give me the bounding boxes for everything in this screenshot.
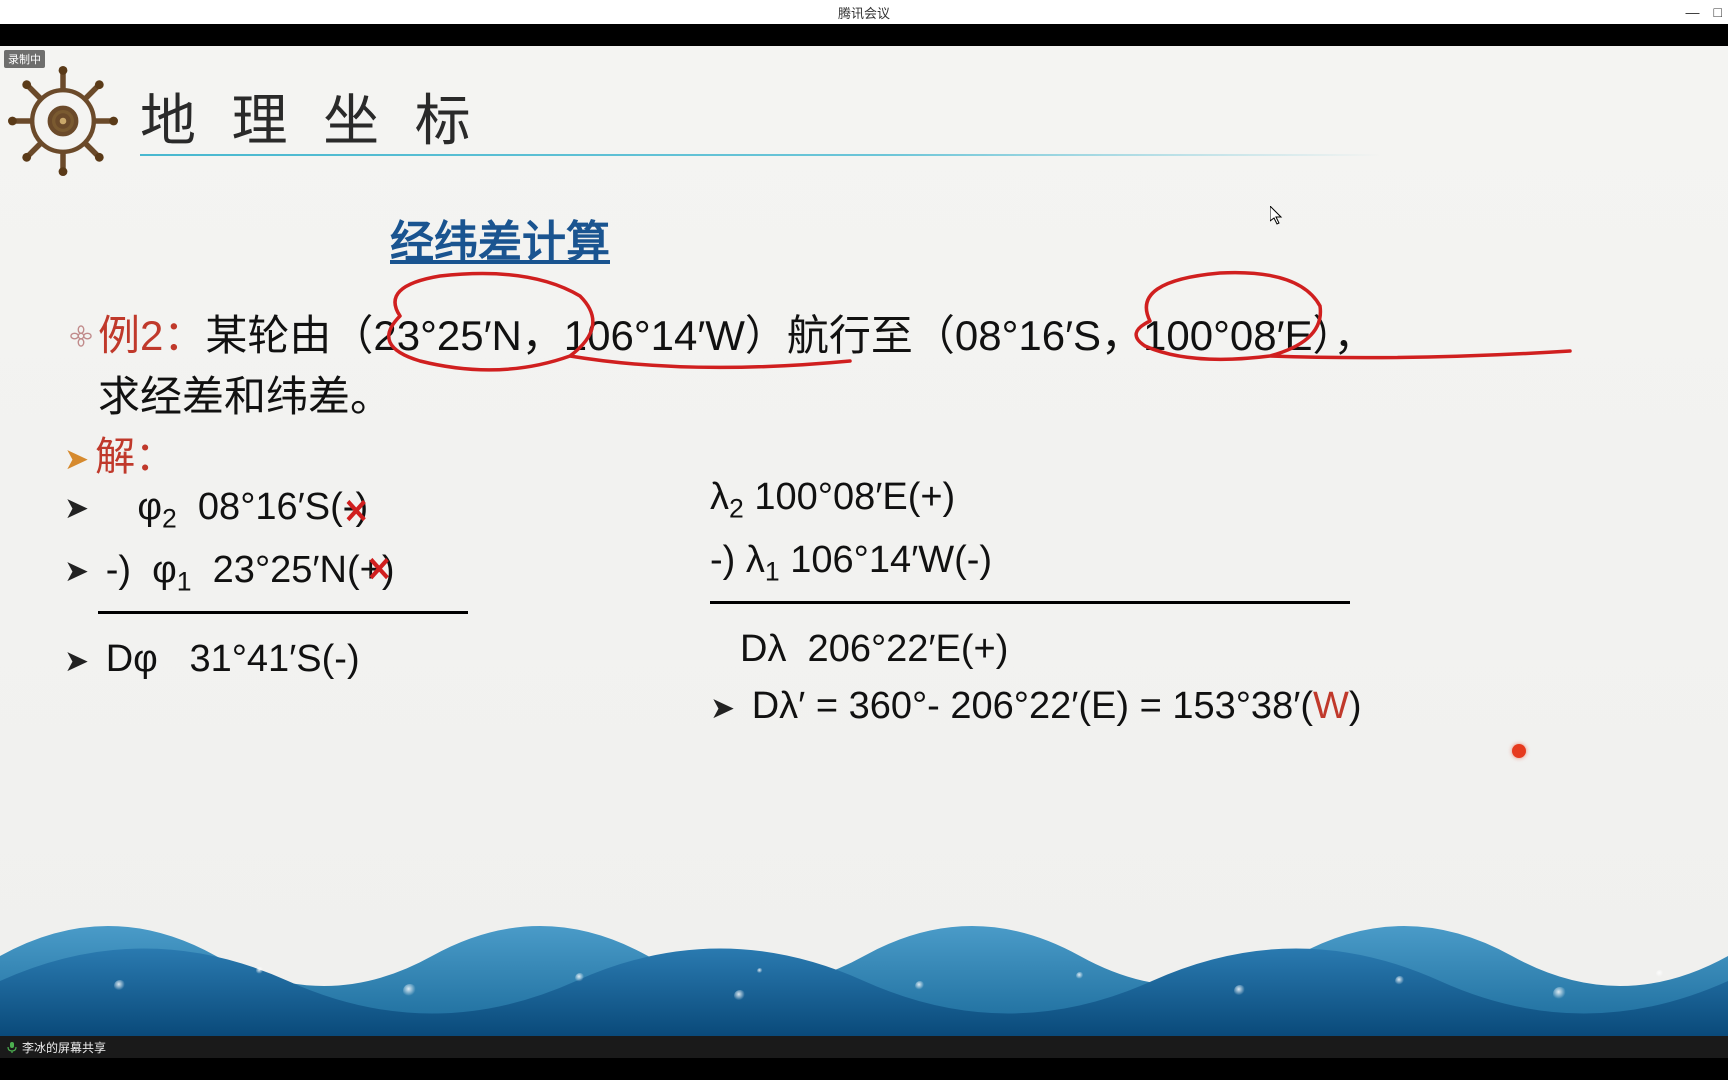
phi1-row: ➤ -) φ1 23°25′N(+) [64, 549, 468, 598]
sharing-label: 李冰的屏幕共享 [22, 1039, 106, 1056]
bottom-bar: 李冰的屏幕共享 [0, 1036, 1728, 1058]
dphi-row: ➤ Dφ 31°41′S(-) [64, 638, 468, 681]
red-x-mark: ✕ [343, 492, 369, 532]
calc-divider [710, 601, 1350, 604]
triangle-bullet-icon: ➤ [64, 645, 89, 678]
lambda2-row: λ2 100°08′E(+) [710, 476, 1362, 525]
flower-bullet-icon [70, 325, 92, 347]
slide-area: 录制中 地 理 坐 标 经纬 [0, 46, 1728, 1036]
problem-line-2: 求经差和纬差。 [98, 373, 392, 420]
maximize-button[interactable]: □ [1714, 4, 1722, 20]
triangle-bullet-icon: ➤ [710, 692, 735, 725]
solve-label: ➤解： [64, 424, 175, 482]
minimize-button[interactable]: — [1686, 4, 1700, 20]
window-title: 腾讯会议 [838, 3, 890, 22]
title-underline [140, 154, 1380, 156]
calc-right-column: λ2 100°08′E(+) -) λ1 106°14′W(-) Dλ 206°… [710, 476, 1362, 742]
slide-title: 地 理 坐 标 [140, 76, 481, 157]
calc-left-column: ➤ φ2 08°16′S(-) ➤ -) φ1 23°25′N(+) ➤ Dφ … [64, 486, 468, 695]
slide-subtitle: 经纬差计算 [390, 206, 610, 270]
dlambda-prime-row: ➤ Dλ′ = 360°- 206°22′(E) = 153°38′(W) [710, 685, 1362, 728]
lambda1-row: -) λ1 106°14′W(-) [710, 539, 1362, 588]
window-controls: — □ [1686, 0, 1722, 24]
triangle-bullet-icon: ➤ [64, 443, 89, 476]
wave-decoration [0, 886, 1728, 1036]
phi2-row: ➤ φ2 08°16′S(-) [64, 486, 468, 535]
top-black-gap [0, 24, 1728, 46]
calc-divider [98, 611, 468, 614]
example-label: 例2： [98, 312, 205, 359]
window-titlebar: 腾讯会议 — □ [0, 0, 1728, 24]
dlambda-row: Dλ 206°22′E(+) [740, 628, 1362, 671]
red-x-mark: ✕ [366, 550, 392, 590]
laser-pointer-dot [1512, 744, 1526, 758]
ship-wheel-icon [8, 66, 118, 176]
cursor-icon [1270, 206, 1286, 226]
microphone-icon [6, 1041, 18, 1053]
problem-line-1: 某轮由（23°25′N，106°14′W）航行至（08°16′S，100°08′… [205, 312, 1375, 359]
problem-statement: 例2：某轮由（23°25′N，106°14′W）航行至（08°16′S，100°… [70, 306, 1668, 428]
triangle-bullet-icon: ➤ [64, 555, 89, 588]
triangle-bullet-icon: ➤ [64, 492, 89, 525]
